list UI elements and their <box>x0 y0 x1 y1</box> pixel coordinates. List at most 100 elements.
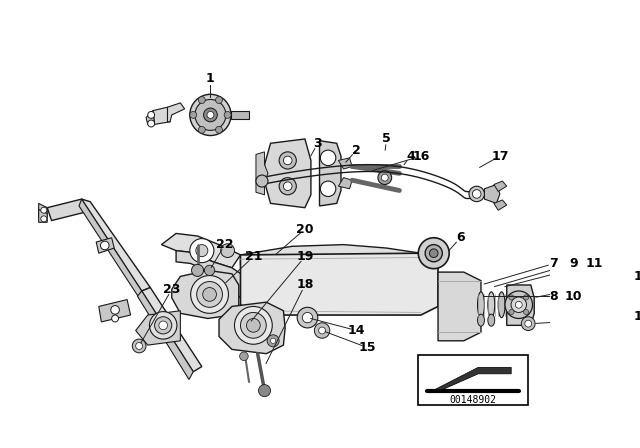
Ellipse shape <box>488 292 495 318</box>
Polygon shape <box>96 238 114 253</box>
Circle shape <box>302 312 312 323</box>
Polygon shape <box>339 177 352 189</box>
Polygon shape <box>231 111 249 119</box>
Circle shape <box>136 343 143 349</box>
Circle shape <box>234 306 272 344</box>
Circle shape <box>132 339 146 353</box>
Polygon shape <box>168 103 185 122</box>
Polygon shape <box>146 111 155 126</box>
Circle shape <box>429 249 438 258</box>
Circle shape <box>195 99 226 130</box>
Polygon shape <box>99 300 131 322</box>
Circle shape <box>271 338 276 343</box>
Polygon shape <box>176 250 275 315</box>
Circle shape <box>239 352 248 361</box>
Circle shape <box>505 291 532 319</box>
Text: 2: 2 <box>352 144 361 157</box>
Text: 23: 23 <box>163 283 180 296</box>
Circle shape <box>321 181 336 197</box>
Circle shape <box>216 126 223 133</box>
Polygon shape <box>256 152 268 195</box>
Text: 15: 15 <box>359 341 376 354</box>
Circle shape <box>259 385 271 396</box>
Polygon shape <box>81 199 150 291</box>
Polygon shape <box>161 233 241 268</box>
Circle shape <box>509 295 514 300</box>
Circle shape <box>509 310 514 314</box>
Circle shape <box>524 295 529 300</box>
Circle shape <box>100 241 109 250</box>
Circle shape <box>196 245 208 257</box>
Circle shape <box>148 112 155 118</box>
Text: 19: 19 <box>296 250 314 263</box>
Polygon shape <box>219 302 285 353</box>
Circle shape <box>204 265 215 276</box>
Text: 00148902: 00148902 <box>449 395 496 405</box>
Circle shape <box>190 95 231 136</box>
Ellipse shape <box>477 314 484 326</box>
Polygon shape <box>141 288 202 372</box>
Circle shape <box>41 207 47 213</box>
Circle shape <box>284 182 292 190</box>
Circle shape <box>224 112 231 118</box>
Text: 7: 7 <box>550 257 558 270</box>
Circle shape <box>319 327 326 334</box>
Circle shape <box>155 317 172 334</box>
Circle shape <box>256 175 268 187</box>
Text: 16: 16 <box>412 150 429 163</box>
Circle shape <box>150 312 177 339</box>
Circle shape <box>522 317 535 331</box>
Polygon shape <box>241 253 438 315</box>
Polygon shape <box>172 271 239 319</box>
Circle shape <box>216 97 223 103</box>
Ellipse shape <box>498 292 505 318</box>
Circle shape <box>190 239 214 263</box>
Circle shape <box>198 97 205 103</box>
Circle shape <box>191 276 228 313</box>
Polygon shape <box>47 199 86 220</box>
Text: 8: 8 <box>550 290 558 303</box>
Text: 5: 5 <box>382 133 391 146</box>
Polygon shape <box>153 107 170 125</box>
Polygon shape <box>136 311 180 345</box>
Polygon shape <box>264 139 311 208</box>
Ellipse shape <box>477 292 484 318</box>
Circle shape <box>191 264 204 276</box>
Circle shape <box>314 323 330 338</box>
Text: 4: 4 <box>406 150 415 163</box>
Text: 9: 9 <box>570 257 578 270</box>
Text: 10: 10 <box>565 290 582 303</box>
Circle shape <box>204 108 218 122</box>
Text: 12: 12 <box>634 270 640 283</box>
Circle shape <box>41 216 47 222</box>
Text: 1: 1 <box>206 72 215 86</box>
Polygon shape <box>79 199 141 298</box>
Circle shape <box>207 112 214 118</box>
Polygon shape <box>438 272 481 341</box>
Polygon shape <box>435 367 511 390</box>
Circle shape <box>279 152 296 169</box>
Circle shape <box>190 112 196 118</box>
Polygon shape <box>339 158 352 169</box>
Circle shape <box>159 321 168 330</box>
Text: 21: 21 <box>244 250 262 263</box>
Circle shape <box>241 312 266 338</box>
Ellipse shape <box>488 314 495 326</box>
Circle shape <box>515 302 522 308</box>
Polygon shape <box>319 141 341 206</box>
Text: 18: 18 <box>296 279 314 292</box>
Circle shape <box>525 320 532 327</box>
Circle shape <box>284 156 292 165</box>
Circle shape <box>378 171 392 185</box>
Polygon shape <box>138 291 193 379</box>
Circle shape <box>203 288 216 302</box>
Polygon shape <box>38 209 47 222</box>
Circle shape <box>246 319 260 332</box>
Polygon shape <box>38 203 47 216</box>
Text: 13: 13 <box>634 310 640 323</box>
Text: 22: 22 <box>216 238 234 251</box>
Polygon shape <box>507 285 534 325</box>
Circle shape <box>511 297 527 312</box>
Circle shape <box>419 238 449 269</box>
Text: 6: 6 <box>456 231 465 244</box>
